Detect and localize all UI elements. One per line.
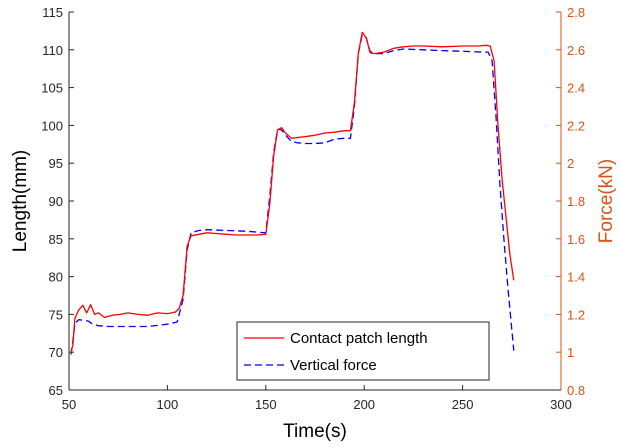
left-tick-label: 100 (41, 118, 63, 133)
right-tick-label: 2.8 (567, 5, 585, 20)
right-tick-label: 1.8 (567, 194, 585, 209)
right-tick-label: 2.6 (567, 43, 585, 58)
x-tick-label: 250 (452, 397, 474, 412)
right-tick-label: 0.8 (567, 383, 585, 398)
x-tick-label: 150 (255, 397, 277, 412)
x-tick-label: 300 (550, 397, 572, 412)
left-tick-label: 80 (49, 270, 63, 285)
left-tick-label: 105 (41, 81, 63, 96)
left-tick-label: 110 (42, 43, 63, 58)
x-tick-label: 100 (157, 397, 179, 412)
y-axis-label-left: Length(mm) (10, 150, 31, 252)
series-group (70, 31, 515, 355)
right-tick-label: 1.2 (567, 307, 585, 322)
legend-box (236, 321, 490, 381)
right-tick-label: 2.4 (567, 81, 585, 96)
left-tick-label: 70 (49, 345, 63, 360)
right-tick-label: 2 (567, 156, 574, 171)
right-tick-label: 1 (567, 345, 574, 360)
x-axis-ticks: 50 100 150 200 250 300 (62, 385, 572, 412)
series-contact-patch-length-line (70, 31, 515, 354)
x-tick-label: 200 (353, 397, 375, 412)
legend: Contact patch length Vertical force (236, 321, 490, 381)
left-tick-label: 85 (49, 232, 63, 247)
left-tick-label: 75 (49, 307, 63, 322)
left-tick-label: 95 (49, 156, 63, 171)
legend-label-contact: Contact patch length (290, 330, 428, 347)
left-axis-ticks: 65 70 75 80 85 90 95 100 105 110 115 (41, 5, 74, 398)
right-tick-label: 1.6 (567, 232, 585, 247)
right-axis-ticks: 0.8 1 1.2 1.4 1.6 1.8 2 2.2 2.4 2.6 2.8 (556, 5, 585, 398)
x-tick-label: 50 (62, 397, 76, 412)
left-tick-label: 65 (49, 383, 63, 398)
legend-label-force: Vertical force (290, 357, 377, 374)
x-axis-label: Time(s) (283, 421, 347, 442)
right-tick-label: 1.4 (567, 270, 585, 285)
right-tick-label: 2.2 (567, 118, 585, 133)
left-tick-label: 90 (49, 194, 63, 209)
left-tick-label: 115 (42, 5, 63, 20)
y-axis-label-right: Force(kN) (596, 159, 617, 243)
series-vertical-force-line (70, 34, 515, 355)
